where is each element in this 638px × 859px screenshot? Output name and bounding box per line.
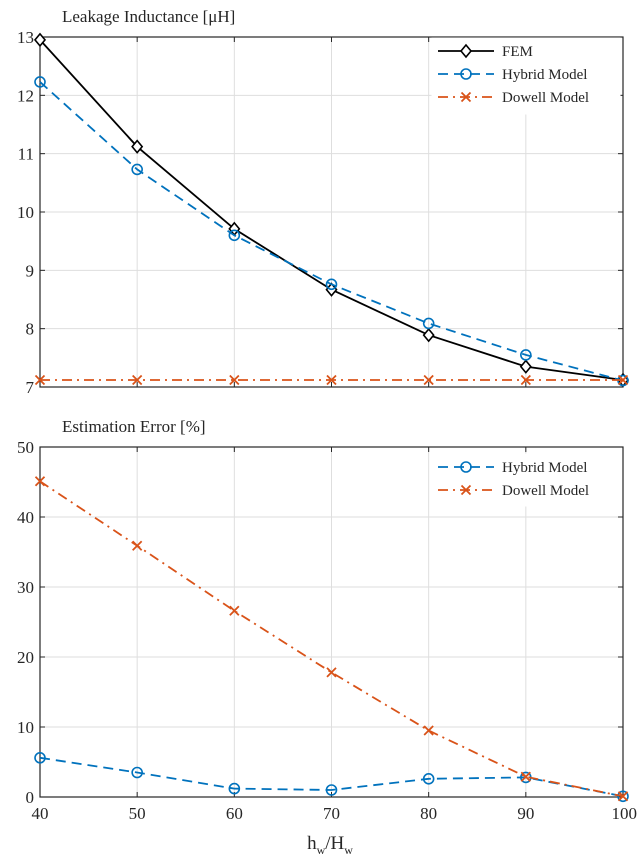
x-axis-label-sub-1: w (317, 843, 326, 857)
legend-marker (460, 68, 472, 80)
y-tick-label: 10 (17, 203, 34, 222)
y-tick-label: 40 (17, 508, 34, 527)
data-point (34, 476, 46, 487)
data-point (326, 667, 337, 678)
data-point (423, 374, 434, 386)
inductance-panel: Leakage Inductance [μH] 7 8 9 10 11 12 13 FEM H… (17, 7, 630, 397)
x-tick-label: 90 (517, 804, 534, 823)
y-tick-label: 13 (17, 28, 34, 47)
data-point (229, 605, 240, 616)
data-point (422, 317, 435, 330)
data-point (617, 790, 629, 803)
x-tick-label: 40 (32, 804, 49, 823)
x-axis-label-sep: /H (325, 833, 344, 854)
data-point (325, 784, 338, 796)
data-point (132, 374, 143, 386)
legend-item: Dowell Model (438, 483, 589, 499)
data-point (520, 349, 532, 361)
data-point (423, 725, 434, 736)
x-axis-label-h: h (307, 833, 317, 854)
data-point (617, 374, 629, 386)
data-point (422, 327, 435, 343)
y-tick-label: 8 (26, 320, 35, 339)
x-tick-label: 50 (129, 804, 146, 823)
legend-item: Dowell Model (438, 90, 589, 106)
legend-label: Hybrid Model (502, 460, 587, 476)
data-point (228, 782, 241, 795)
y-tick-label: 11 (18, 145, 34, 164)
series-dowell-model (34, 374, 629, 386)
legend-marker (459, 43, 473, 59)
data-point (617, 791, 629, 802)
y-tick-label: 20 (17, 648, 34, 667)
data-point (33, 32, 47, 48)
legend-marker (460, 91, 472, 103)
data-point (132, 540, 143, 551)
data-point (34, 374, 46, 386)
y-tick-label: 7 (26, 378, 35, 397)
x-tick-label: 60 (226, 804, 243, 823)
data-point (131, 163, 143, 176)
data-point (325, 278, 338, 291)
series-dowell-model (34, 476, 629, 802)
legend-label: Hybrid Model (502, 67, 587, 83)
data-point (519, 359, 532, 374)
data-point (228, 229, 241, 242)
legend-label: Dowell Model (502, 483, 589, 499)
y-tick-label: 0 (26, 788, 35, 807)
legend-marker (460, 461, 472, 473)
x-axis-label: hw/Hw (307, 833, 353, 857)
error-panel: Estimation Error [%] 0 10 20 30 40 50 40 50 60 70… (17, 417, 637, 823)
data-point (520, 771, 531, 782)
error-chart-title: Estimation Error [%] (62, 417, 206, 436)
x-tick-label: 70 (323, 804, 340, 823)
y-tick-label: 30 (17, 578, 34, 597)
legend-marker (460, 484, 472, 496)
data-point (34, 76, 46, 88)
legend-item: Hybrid Model (438, 460, 587, 476)
y-tick-label: 9 (26, 261, 35, 280)
y-tick-label: 10 (17, 718, 34, 737)
x-axis-label-sub-2: w (344, 843, 353, 857)
series-line (39, 81, 624, 382)
legend-item: FEM (438, 43, 533, 60)
inductance-chart-title: Leakage Inductance [μH] (62, 7, 235, 26)
legend-item: Hybrid Model (438, 67, 587, 83)
legend-label: FEM (502, 44, 533, 60)
data-point (422, 772, 435, 785)
data-point (131, 139, 144, 154)
x-tick-label: 100 (612, 804, 638, 823)
data-point (520, 374, 531, 386)
data-point (229, 374, 240, 386)
y-tick-label: 50 (17, 438, 34, 457)
data-point (326, 374, 337, 386)
y-tick-label: 12 (17, 86, 34, 105)
data-point (131, 766, 143, 779)
x-tick-label: 80 (420, 804, 437, 823)
data-point (34, 751, 46, 764)
legend-label: Dowell Model (502, 90, 589, 106)
